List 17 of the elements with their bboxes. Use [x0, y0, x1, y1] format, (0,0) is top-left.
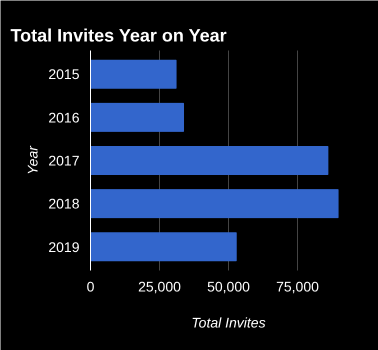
y-tick-label: 2016: [48, 109, 80, 126]
x-tick-label: 0: [86, 278, 95, 294]
y-tick-label: 2019: [48, 238, 80, 255]
x-tick-label: 50,000: [207, 278, 250, 294]
bar: [90, 60, 177, 89]
bar: [90, 146, 328, 176]
bar: [90, 102, 184, 132]
y-axis-title: Year: [24, 144, 40, 175]
y-tick-label: 2015: [48, 66, 80, 82]
x-axis-title: Total Invites: [191, 314, 266, 330]
chart-title: Total Invites Year on Year: [10, 26, 227, 46]
bar: [90, 189, 339, 218]
x-tick-label: 75,000: [276, 278, 320, 294]
y-tick-label: 2018: [48, 196, 80, 212]
x-tick-label: 25,000: [138, 278, 182, 294]
bar: [90, 232, 237, 262]
y-tick-label: 2017: [48, 152, 80, 168]
